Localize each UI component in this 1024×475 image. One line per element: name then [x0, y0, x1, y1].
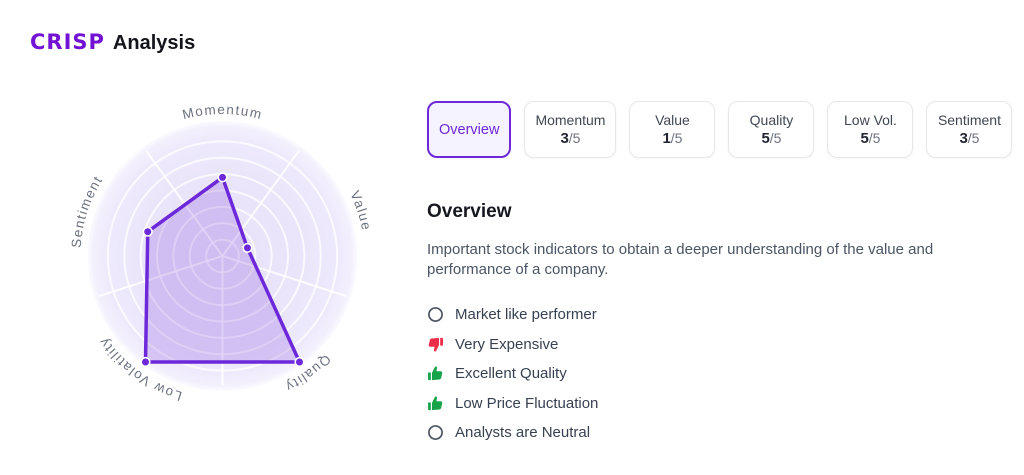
- tab-sentiment[interactable]: Sentiment 3/5: [926, 101, 1013, 158]
- tab-score: 3/5: [959, 129, 979, 148]
- radar-point-momentum: [217, 172, 228, 183]
- tab-label: Momentum: [535, 112, 606, 128]
- app-title: Analysis: [112, 32, 196, 54]
- section-heading: Overview: [427, 201, 512, 222]
- list-item: Very Expensive: [427, 330, 1012, 360]
- tab-label: Overview: [439, 121, 500, 138]
- tab-overview[interactable]: Overview: [427, 101, 512, 158]
- radar-chart-panel: Momentum Value Quality Low Volatility Sentim…: [0, 55, 427, 452]
- tab-label: Quality: [749, 112, 794, 128]
- tab-label: Value: [655, 112, 690, 128]
- tab-bar: Overview Momentum 3/5 Value 1/5 Quality …: [427, 101, 1013, 158]
- tab-score-max: /5: [769, 130, 782, 146]
- section-description: Important stock indicators to obtain a d…: [427, 241, 934, 278]
- indicator-label: Very Expensive: [455, 335, 559, 353]
- tab-quality[interactable]: Quality 5/5: [728, 101, 815, 158]
- tab-score: 1/5: [662, 129, 682, 148]
- tab-label: Low Vol.: [844, 112, 897, 128]
- tab-score-value: 5: [860, 130, 869, 147]
- list-item: Analysts are Neutral: [427, 418, 1012, 448]
- tab-score-max: /5: [967, 130, 980, 146]
- radar-grid-spoke: [98, 255, 223, 298]
- indicator-label: Analysts are Neutral: [455, 424, 591, 442]
- tab-value[interactable]: Value 1/5: [629, 101, 716, 158]
- tab-score-value: 1: [662, 130, 671, 147]
- thumbs-up-icon: [427, 395, 444, 412]
- radar-point-low-volatility: [140, 356, 151, 368]
- indicator-label: Low Price Fluctuation: [455, 394, 599, 412]
- tab-score: 5/5: [860, 129, 880, 148]
- indicator-label: Excellent Quality: [455, 365, 567, 383]
- list-item: Low Price Fluctuation: [427, 389, 1012, 419]
- radar-data-polygon: [143, 175, 302, 364]
- indicator-list: Market like performer Very Expensive: [427, 300, 1012, 448]
- detail-panel: Overview Momentum 3/5 Value 1/5 Quality …: [427, 55, 1024, 448]
- tab-score: 5/5: [761, 129, 781, 148]
- tab-score-value: 3: [560, 130, 569, 147]
- app-header: CRISP Analysis: [0, 0, 1024, 55]
- main-content: Momentum Value Quality Low Volatility Sentim…: [0, 55, 1024, 452]
- tab-label: Sentiment: [937, 112, 1001, 128]
- brand-logo: CRISP: [30, 30, 105, 54]
- radar-point-quality: [294, 356, 305, 368]
- tab-score-value: 3: [959, 130, 968, 147]
- neutral-circle-icon: [427, 424, 444, 441]
- indicator-label: Market like performer: [455, 306, 597, 324]
- radar-point-value: [242, 242, 253, 254]
- radar-axis-label-momentum: Momentum: [181, 102, 264, 122]
- list-item: Excellent Quality: [427, 359, 1012, 389]
- tab-momentum[interactable]: Momentum 3/5: [524, 101, 617, 158]
- tab-score: 3/5: [560, 129, 580, 148]
- tab-score-value: 5: [761, 130, 770, 147]
- tab-low-vol[interactable]: Low Vol. 5/5: [827, 101, 914, 158]
- thumbs-down-icon: [427, 336, 444, 353]
- tab-score-max: /5: [868, 130, 881, 146]
- tab-score-max: /5: [670, 130, 683, 146]
- neutral-circle-icon: [427, 306, 444, 323]
- radar-grid-spoke: [221, 150, 300, 257]
- list-item: Market like performer: [427, 300, 1012, 330]
- tab-score-max: /5: [568, 130, 581, 146]
- thumbs-up-icon: [427, 365, 444, 382]
- radar-point-sentiment: [142, 226, 153, 237]
- radar-grid-spoke: [222, 255, 347, 298]
